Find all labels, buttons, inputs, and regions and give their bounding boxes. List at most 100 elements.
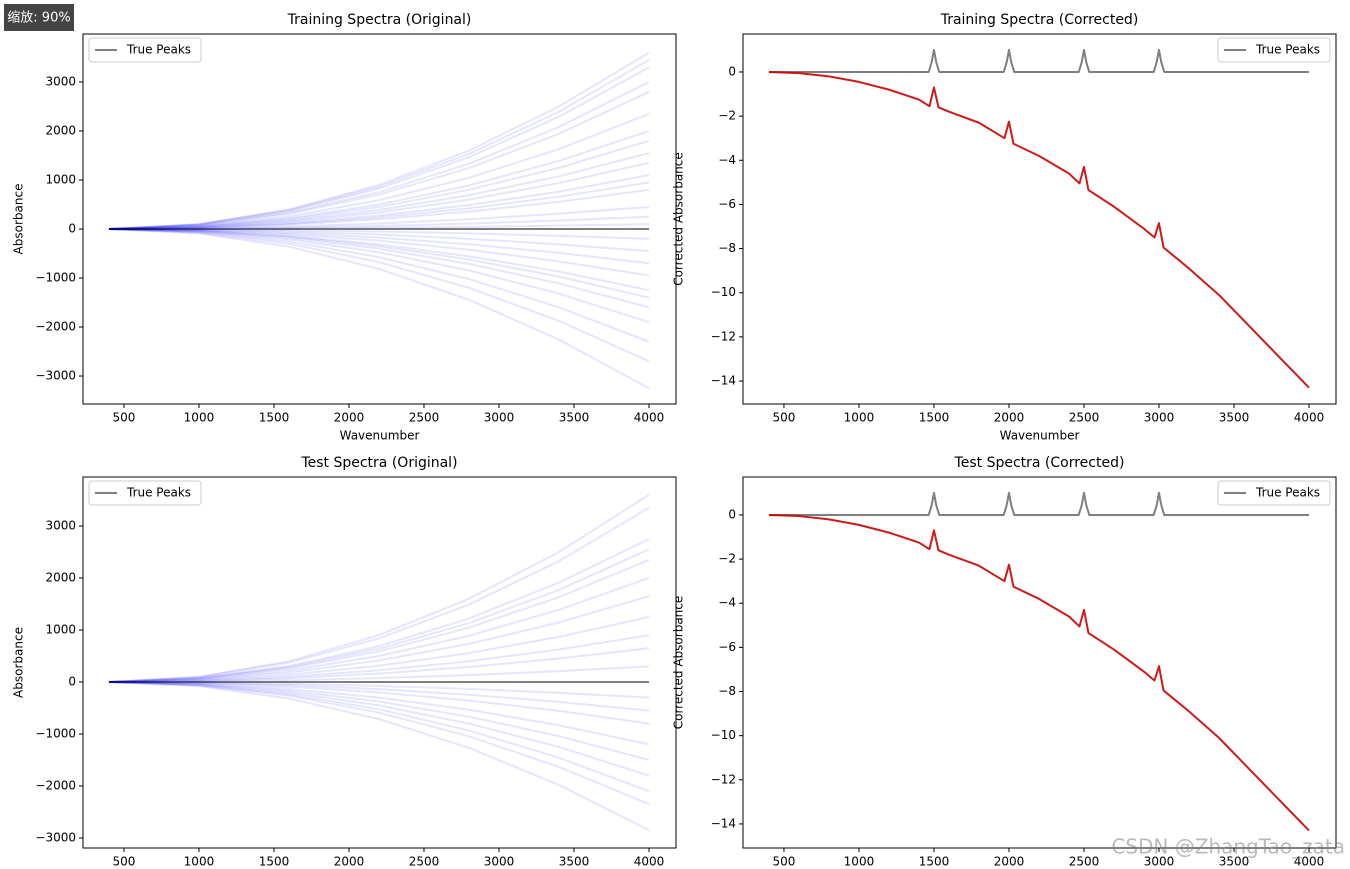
zoom-badge (4, 4, 74, 31)
x-tick-label: 4000 (634, 855, 665, 869)
plot-lines (108, 51, 650, 390)
spectrum-line (108, 595, 650, 683)
x-tick-label: 1500 (919, 411, 950, 425)
x-tick-label: 2000 (334, 855, 365, 869)
legend-label: True Peaks (1255, 43, 1320, 57)
chart-title: Test Spectra (Corrected) (954, 455, 1125, 471)
spectrum-line (108, 152, 650, 231)
legend-box (88, 37, 202, 63)
y-tick-label: 0 (728, 507, 736, 521)
y-tick-label: −2 (718, 109, 736, 123)
x-tick-label: 3500 (559, 411, 590, 425)
spectrum-line (108, 228, 650, 277)
y-tick-label: 3000 (45, 75, 76, 89)
x-tick-label: 1000 (184, 411, 215, 425)
spectrum-line (108, 548, 650, 683)
plot-frame (82, 476, 677, 849)
spectrum-line (108, 228, 650, 292)
spectrum-line (108, 59, 650, 231)
x-tick-label: 1500 (919, 855, 950, 869)
legend-box (1217, 480, 1331, 506)
chart-title: Test Spectra (Original) (300, 455, 457, 471)
y-tick-label: 2000 (45, 124, 76, 138)
legend-label: True Peaks (126, 486, 191, 500)
x-tick-label: 3000 (1144, 411, 1175, 425)
spectrum-line (108, 634, 650, 683)
x-tick-label: 3000 (484, 411, 515, 425)
x-tick-label: 4000 (634, 411, 665, 425)
plot-lines (768, 48, 1310, 389)
plot-lines (768, 491, 1310, 832)
y-tick-label: −6 (718, 197, 736, 211)
spectrum-line (108, 228, 650, 343)
x-tick-label: 500 (773, 855, 796, 869)
y-tick-label: −14 (711, 374, 736, 388)
spectrum-line (108, 538, 650, 683)
spectrum-line (108, 51, 650, 231)
plot-lines (108, 493, 650, 832)
x-tick-label: 2000 (334, 411, 365, 425)
y-tick-label: −8 (718, 241, 736, 255)
y-tick-label: 2000 (45, 570, 76, 584)
spectrum-line (108, 681, 650, 725)
y-tick-label: 0 (68, 675, 76, 689)
y-tick-label: −14 (711, 816, 736, 830)
x-tick-label: 4000 (1294, 411, 1325, 425)
spectrum-line (108, 112, 650, 231)
subplot: Training Spectra (Original) Wavenumber Abs… (12, 12, 677, 443)
y-axis-label: Corrected Absorbance (672, 596, 686, 730)
reference-line (768, 491, 1309, 516)
spectrum-line (108, 81, 650, 231)
y-tick-label: −2000 (35, 320, 76, 334)
legend-box (88, 480, 202, 506)
x-axis-label: Wavenumber (340, 429, 420, 443)
y-tick-label: 0 (728, 64, 736, 78)
x-tick-label: 1500 (259, 411, 290, 425)
spectrum-line (108, 506, 650, 683)
reference-line (768, 48, 1309, 73)
zoom-label: 缩放: 90% (7, 10, 70, 26)
spectrum-line (108, 681, 650, 777)
x-tick-label: 2000 (994, 855, 1025, 869)
y-tick-label: −10 (711, 285, 736, 299)
y-tick-label: −2000 (35, 779, 76, 793)
spectrum-line (108, 681, 650, 761)
watermark: CSDN @ZhangTao_zata (1111, 835, 1345, 859)
spectrum-line (108, 66, 650, 231)
spectrum-line (108, 493, 650, 683)
y-tick-label: −12 (711, 772, 736, 786)
spectrum-line (108, 174, 650, 231)
plot-frame (742, 476, 1337, 849)
y-tick-label: −2 (718, 552, 736, 566)
spectrum-line (108, 130, 650, 231)
chart-title: Training Spectra (Original) (287, 12, 472, 28)
y-tick-label: −6 (718, 640, 736, 654)
x-tick-label: 2500 (1069, 855, 1100, 869)
spectrum-line (108, 228, 650, 309)
legend-box (1217, 37, 1331, 63)
y-axis-label: Absorbance (12, 627, 26, 698)
x-tick-label: 500 (113, 411, 136, 425)
y-tick-label: 1000 (45, 622, 76, 636)
spectrum-line (108, 181, 650, 231)
spectrum-line (108, 681, 650, 832)
spectrum-line (108, 616, 650, 683)
chart-title: Training Spectra (Corrected) (940, 12, 1139, 28)
plot-frame (742, 33, 1337, 405)
plot-frame (82, 33, 677, 405)
x-tick-label: 2500 (1069, 411, 1100, 425)
x-tick-label: 1000 (844, 411, 875, 425)
y-tick-label: 0 (68, 222, 76, 236)
x-tick-label: 2500 (409, 855, 440, 869)
x-tick-label: 500 (773, 411, 796, 425)
spectrum-line (108, 681, 650, 746)
spectrum-line (108, 228, 650, 299)
y-tick-label: −1000 (35, 271, 76, 285)
subplot: Test Spectra (Corrected) Corrected Absorb… (672, 455, 1337, 869)
spectrum-line (768, 70, 1310, 389)
y-tick-label: −3000 (35, 369, 76, 383)
y-axis-label: Absorbance (12, 184, 26, 255)
x-tick-label: 500 (113, 855, 136, 869)
y-tick-label: −4 (718, 596, 736, 610)
